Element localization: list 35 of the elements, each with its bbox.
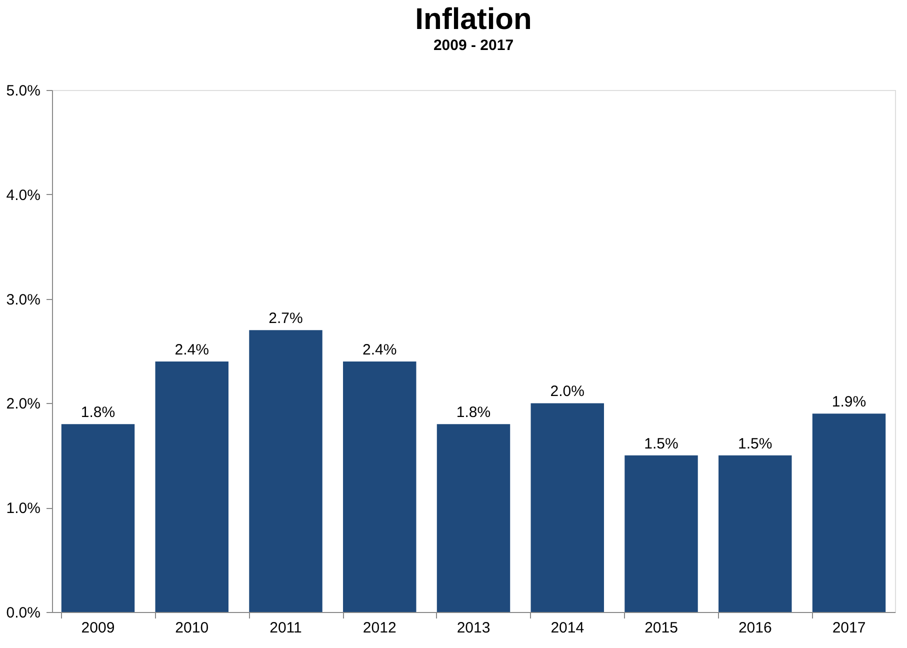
y-tick-label: 5.0% (6, 82, 40, 100)
data-label: 2.4% (362, 341, 397, 358)
data-label: 2.7% (268, 310, 303, 328)
y-tick-label: 4.0% (6, 186, 40, 204)
data-label: 2.4% (174, 341, 209, 358)
bar (436, 424, 510, 612)
chart-subtitle: 2009 - 2017 (433, 37, 514, 54)
x-tick-label: 2011 (270, 620, 302, 636)
x-tick-label: 2013 (456, 620, 490, 636)
data-label: 1.8% (80, 404, 116, 422)
bar (624, 455, 698, 612)
data-label: 1.5% (738, 435, 772, 452)
bar (155, 361, 228, 612)
data-label: 2.0% (550, 383, 584, 400)
data-label: 1.9% (832, 394, 866, 411)
x-tick-label: 2010 (175, 620, 209, 636)
bar (249, 330, 322, 612)
data-label: 1.8% (456, 404, 491, 422)
data-label: 1.5% (644, 435, 678, 452)
y-tick-label: 1.0% (6, 500, 40, 518)
x-tick-label: 2012 (362, 620, 396, 636)
x-tick-label: 2017 (832, 620, 866, 636)
y-tick-label: 3.0% (6, 291, 40, 308)
bar (718, 455, 792, 612)
chart-title: Inflation (415, 3, 532, 36)
bar (530, 403, 604, 612)
x-tick-label: 2015 (644, 620, 678, 636)
x-tick-label: 2009 (81, 620, 115, 636)
x-tick-label: 2014 (550, 620, 584, 636)
bar (61, 424, 135, 612)
x-tick-label: 2016 (738, 620, 772, 636)
y-tick-label: 0.0% (6, 604, 40, 622)
y-tick-label: 2.0% (6, 396, 40, 413)
bar (343, 361, 416, 612)
bar (812, 414, 886, 612)
